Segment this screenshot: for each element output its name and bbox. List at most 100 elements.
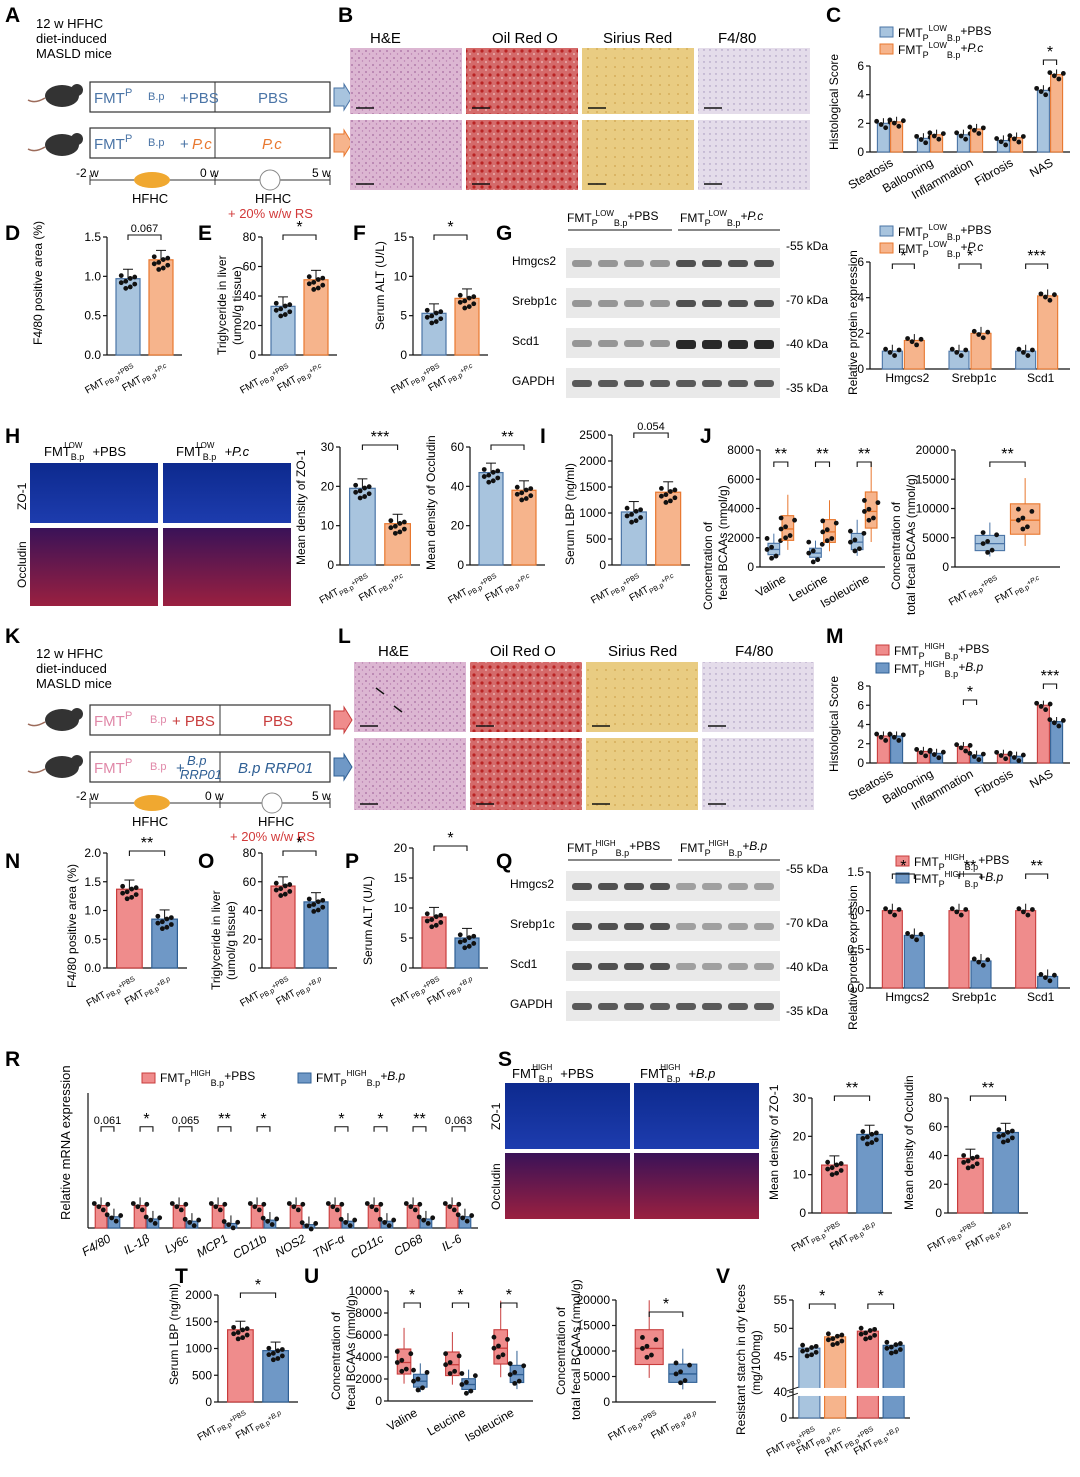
bar [148,259,174,356]
data-point [270,1357,276,1363]
blot-band [624,923,644,930]
y-tick-label: 1000 [579,506,606,520]
sig-bracket [1025,263,1049,269]
svg-text:B.p: B.p [148,137,165,149]
x-tick-label: FMTPB.p+B.p [852,1423,902,1459]
data-point [155,913,161,919]
data-point [123,278,129,284]
blot-band [624,1003,644,1010]
data-point [918,336,924,342]
x-tick-label: Scd1 [1027,990,1055,1004]
data-point [127,276,133,281]
data-point [221,1219,227,1224]
bar [1050,721,1064,764]
data-point [514,491,520,497]
blot-band [572,923,592,930]
blot-band [676,963,696,970]
data-point [994,532,1000,538]
svg-text:G: G [496,222,512,245]
data-point [164,916,170,922]
svg-text:FMT: FMT [94,713,125,730]
data-point [893,1349,899,1355]
y-tick-label: 60 [929,1120,943,1134]
x-tick-label: NAS [1027,766,1055,790]
svg-text:Hmgcs2: Hmgcs2 [512,254,556,268]
y-tick-label: 6 [857,698,864,712]
sirius-red-image [586,662,698,732]
data-point [682,1378,688,1383]
blot-band [728,923,748,930]
data-point [834,1170,840,1176]
sig-bracket [128,850,166,856]
arrow-icon [375,687,385,695]
data-point [967,743,973,748]
data-point [273,300,279,306]
y-tick-label: 0 [375,1394,382,1408]
data-point [892,353,897,358]
y-tick-label: 2000 [185,1288,212,1302]
data-point [438,309,444,315]
data-point [872,1332,878,1338]
data-point [157,1215,163,1221]
blot-band [572,1003,592,1010]
mice-desc: diet-induced [36,31,107,46]
data-point [235,1336,241,1342]
sig-bracket [856,461,872,467]
panel-V: V Resistant starch in dry feces (mg/100m… [716,1265,910,1460]
bar [115,888,143,969]
blot-band [598,340,618,347]
y-tick-label: 6 [857,59,864,73]
x-tick-label: FMTPB.p+PBS [947,572,1000,610]
data-point [330,1204,336,1210]
panel-R: R FMTPHIGHB.p+PBS FMTPHIGHB.p+B.p Relati… [5,1048,478,1262]
zo1-image [505,1083,630,1149]
sig-bracket [814,461,831,467]
data-point [420,1385,425,1391]
data-point [940,131,946,137]
data-point [123,285,129,291]
y-tick-label: 20 [793,1129,807,1143]
data-point [883,125,889,131]
blot-band [754,963,774,970]
sig-bracket [451,1126,466,1132]
svg-text:0 w: 0 w [200,166,219,180]
data-point [168,915,174,921]
data-point [1015,517,1021,523]
data-point [764,536,770,541]
oil-red-image [470,662,582,732]
svg-text:HFHC: HFHC [132,814,168,829]
sig-bracket [1042,59,1058,65]
svg-text:Concentration of: Concentration of [329,1311,343,1400]
data-point [1020,526,1026,532]
data-point [269,1222,275,1227]
data-point [174,1204,180,1210]
y-tick-label: 2500 [579,428,606,442]
data-point [1043,975,1048,980]
x-tick-label: Isoleucine [463,1405,517,1444]
he-image [354,738,466,810]
data-point [809,1345,815,1350]
y-tick-label: 0 [603,1395,610,1409]
blot-band [598,883,618,890]
blot-band [624,260,644,267]
panel-O: O Triglyceride in liver (umol/g tissue) … [198,835,337,1010]
data-point [421,1217,427,1223]
sig-label: * [255,1277,261,1294]
sig-bracket [808,1303,836,1309]
panel-K: K 12 w HFHC diet-induced MASLD mice FMT … [5,625,353,844]
panel-D: D F4/80 positive area (%) 0.0 0.5 1.0 1.5 0.… [5,221,182,397]
svg-text:+ 20% w/w RS: + 20% w/w RS [228,206,313,221]
data-point [144,1201,150,1207]
data-point [401,519,407,525]
data-point [830,1342,836,1348]
data-point [1047,297,1053,303]
data-point [279,1347,285,1352]
data-point [282,883,288,889]
svg-text:Concentration of: Concentration of [889,501,903,590]
data-point [159,926,165,932]
svg-text:-35 kDa: -35 kDa [786,381,828,395]
box [634,1329,664,1366]
data-point [469,1213,475,1218]
sig-bracket [891,263,915,269]
y-tick-label: 5000 [583,1370,610,1384]
